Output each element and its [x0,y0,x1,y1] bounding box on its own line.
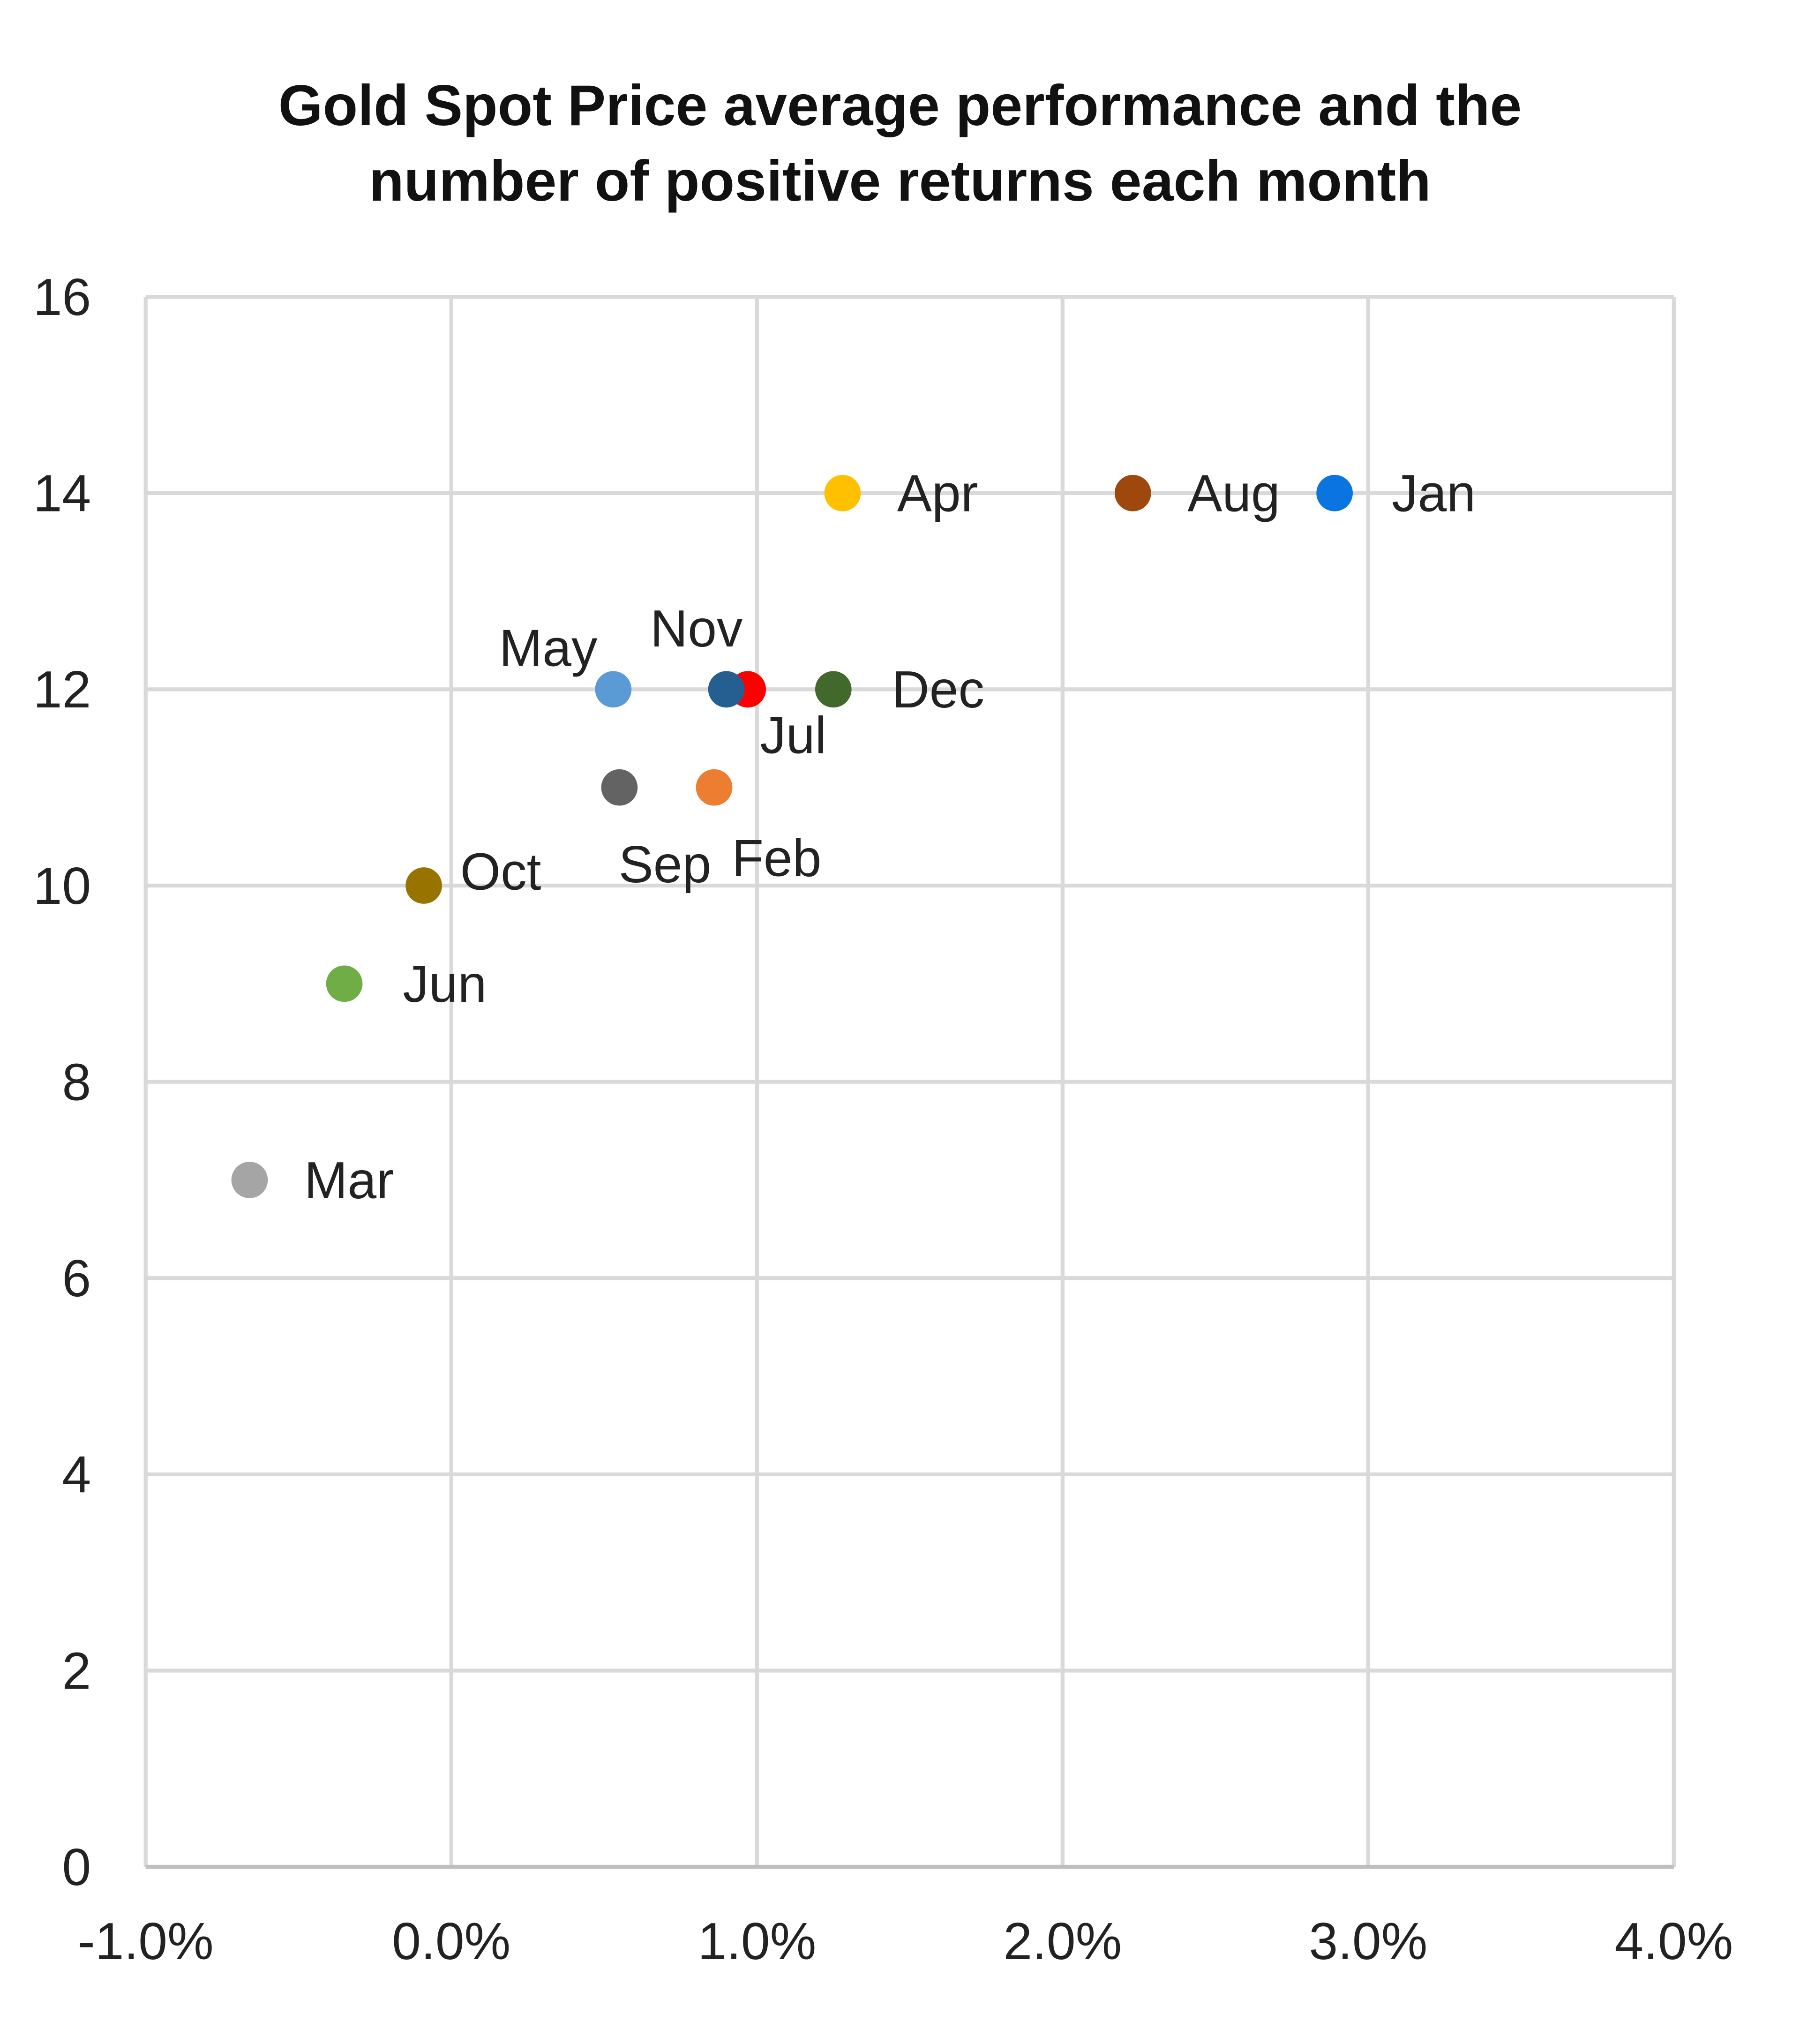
data-label-apr: Apr [897,465,978,523]
y-tick-label: 6 [62,1249,91,1308]
data-points: Jan Feb Mar Apr May Jun Jul Aug Sep Oct Nov Dec [231,465,1476,1210]
data-label-sep: Sep [619,835,711,894]
data-label-jan: Jan [1392,465,1476,523]
data-point-oct [405,867,442,904]
data-label-may: May [499,619,598,677]
x-tick-label: -1.0% [78,1912,214,1970]
gridlines [143,295,1676,1869]
x-tick-label: 1.0% [698,1912,816,1970]
data-point-apr [824,474,861,511]
x-tick-label: 3.0% [1309,1912,1427,1970]
y-tick-label: 10 [33,857,91,915]
y-tick-label: 4 [62,1446,91,1504]
data-point-jun [326,965,363,1002]
data-label-dec: Dec [892,661,984,719]
y-tick-label: 0 [62,1838,91,1896]
y-tick-label: 12 [33,661,91,719]
chart-title-line-1: Gold Spot Price average performance and … [278,73,1522,137]
data-label-nov: Nov [650,600,743,658]
data-label-aug: Aug [1187,465,1280,523]
data-label-oct: Oct [460,842,541,901]
data-point-nov [708,671,745,708]
data-point-may [595,671,632,708]
data-label-jul: Jul [760,706,826,764]
data-label-mar: Mar [304,1151,394,1210]
x-tick-label: 2.0% [1003,1912,1122,1970]
data-label-feb: Feb [732,829,821,887]
y-tick-label: 8 [62,1053,91,1111]
data-label-jun: Jun [403,955,487,1013]
chart-title-line-2: number of positive returns each month [369,149,1431,213]
data-point-dec [815,671,852,708]
data-point-jan [1316,474,1353,511]
data-point-mar [231,1162,268,1198]
data-point-sep [601,769,638,806]
y-tick-label: 14 [33,465,91,523]
data-point-feb [696,769,733,806]
y-tick-label: 16 [33,268,91,326]
data-point-aug [1114,474,1151,511]
x-tick-label: 4.0% [1614,1912,1733,1970]
y-tick-label: 2 [62,1642,91,1700]
axis-ticks: 0 2 4 6 8 10 12 14 16 -1.0% 0.0% 1.0% 2.0% 3.0% 4.0% [33,268,1733,1970]
x-tick-label: 0.0% [392,1912,510,1970]
